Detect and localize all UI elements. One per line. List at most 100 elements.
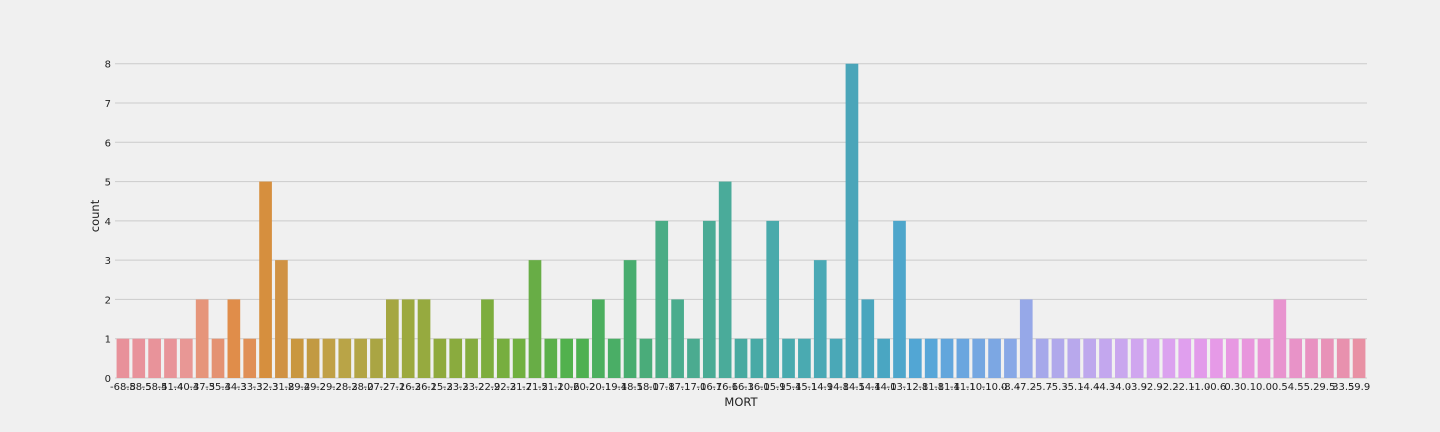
bar (132, 338, 146, 378)
x-tick-label: -15.9 (760, 382, 786, 393)
bar (623, 260, 637, 378)
bar (1336, 338, 1350, 378)
bar (1130, 338, 1144, 378)
bar (1241, 338, 1255, 378)
x-tick-label: -32.3 (253, 382, 279, 393)
bar (893, 220, 906, 378)
x-tick-label: 59.9 (1348, 382, 1370, 393)
bar (829, 338, 843, 378)
y-tick-label: 1 (105, 335, 111, 346)
x-tick-label: -2.1 (1175, 382, 1195, 393)
bars (116, 63, 1366, 378)
bar (1321, 338, 1334, 378)
bar (322, 338, 336, 378)
x-tick-label: -16.7 (696, 382, 722, 393)
bar (734, 338, 748, 378)
x-tick-label: -10.1 (966, 382, 992, 393)
x-tick-label: -26.1 (411, 382, 437, 393)
x-tick-label: -17.0 (681, 382, 707, 393)
x-tick-label: 5.2 (1304, 382, 1320, 393)
x-tick-label: -68.8 (110, 382, 136, 393)
bar (290, 338, 304, 378)
bar (1210, 338, 1223, 378)
x-tick-label: -22.9 (474, 382, 500, 393)
x-tick-label: -34.3 (221, 382, 247, 393)
bar (1146, 338, 1160, 378)
bar (496, 338, 510, 378)
bar (306, 338, 320, 378)
x-tick-label: -21.1 (538, 382, 564, 393)
x-tick-label: 9.5 (1319, 382, 1335, 393)
bar (211, 338, 225, 378)
x-tick-label: -14.5 (839, 382, 865, 393)
y-tick-label: 3 (105, 256, 111, 267)
x-tick-label: -23.3 (443, 382, 469, 393)
x-tick-label: 0.3 (1224, 382, 1240, 393)
bar (940, 338, 954, 378)
bar (877, 338, 890, 378)
x-tick-label: -26.3 (395, 382, 421, 393)
x-tick-label: -11.4 (934, 382, 960, 393)
x-tick-label: -16.3 (728, 382, 754, 393)
x-tick-label: -29.2 (316, 382, 342, 393)
x-tick-label: -28.3 (332, 382, 358, 393)
x-tick-label: -8.4 (1001, 382, 1021, 393)
bar (1178, 338, 1192, 378)
x-tick-label: -27.2 (364, 382, 390, 393)
x-tick-label: -19.4 (601, 382, 627, 393)
x-tick-label: -31.8 (268, 382, 294, 393)
bar (592, 299, 605, 378)
bar (655, 220, 669, 378)
x-tick-label: -35.4 (205, 382, 231, 393)
bar (1257, 338, 1271, 378)
y-tick-label: 6 (105, 138, 111, 149)
bar (607, 338, 621, 378)
x-tick-label: -11.8 (918, 382, 944, 393)
bar (639, 338, 653, 378)
x-tick-label: 0.5 (1272, 382, 1288, 393)
y-tick-label: 8 (105, 60, 111, 71)
x-tick-label: -4.0 (1112, 382, 1132, 393)
bar (1004, 338, 1017, 378)
bar (465, 338, 478, 378)
x-tick-label: 0.0 (1256, 382, 1272, 393)
bar (687, 338, 700, 378)
bar (512, 338, 526, 378)
bar (560, 338, 574, 378)
bar (275, 260, 288, 378)
x-tick-label: -20.2 (570, 382, 596, 393)
bar (1194, 338, 1207, 378)
bar (338, 338, 352, 378)
y-tick-label: 2 (105, 295, 111, 306)
y-tick-labels: 0 1 2 3 4 5 6 7 8 (105, 60, 111, 385)
x-tick-label: 33.5 (1332, 382, 1354, 393)
x-tick-label: -29.4 (284, 382, 310, 393)
x-tick-label: -4.4 (1080, 382, 1100, 393)
bar (386, 299, 399, 378)
x-tick-label: -16.0 (744, 382, 770, 393)
bar (782, 338, 795, 378)
bar (1067, 338, 1081, 378)
x-tick-label: -51.4 (158, 382, 184, 393)
x-tick-label: -22.3 (490, 382, 516, 393)
y-tick-label: 0 (105, 374, 111, 385)
bar (1051, 338, 1065, 378)
bar (401, 299, 415, 378)
x-tick-label: -58.5 (126, 382, 152, 393)
x-tick-label: -40.4 (173, 382, 199, 393)
x-tick-label: -17.1 (665, 382, 691, 393)
x-tick-label: -5.1 (1064, 382, 1084, 393)
bar (179, 338, 193, 378)
bar (1352, 338, 1366, 378)
bar (924, 338, 938, 378)
x-tick-label: -20.6 (554, 382, 580, 393)
bar (576, 338, 589, 378)
x-tick-label: -21.7 (506, 382, 532, 393)
x-tick-label: -58.4 (142, 382, 168, 393)
x-tick-label: -15.1 (791, 382, 817, 393)
x-tick-label: -2.2 (1159, 382, 1179, 393)
bar (433, 338, 447, 378)
bar (1099, 338, 1112, 378)
bar (972, 338, 986, 378)
bar (956, 338, 970, 378)
